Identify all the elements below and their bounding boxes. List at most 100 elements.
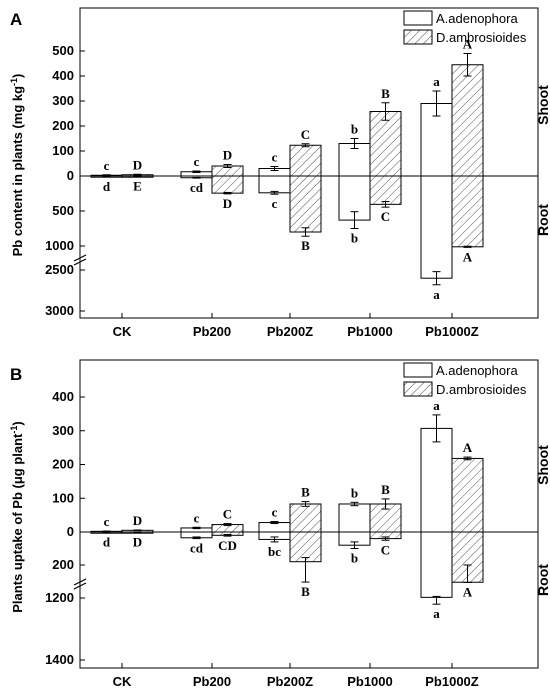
significance-label-shoot: b	[351, 485, 358, 500]
bar-shoot	[369, 111, 402, 177]
y-tick-label: 500	[52, 43, 74, 58]
significance-label-root: d	[103, 179, 111, 194]
significance-label-root: b	[351, 551, 358, 566]
significance-label-shoot: A	[463, 37, 473, 52]
legend-label: D.ambrosioides	[436, 30, 527, 45]
significance-label-shoot: c	[104, 158, 110, 173]
legend-label: A.adenophora	[436, 11, 518, 26]
y-tick-label: 1000	[45, 238, 74, 253]
bar-root	[369, 175, 402, 205]
significance-label-root: C	[381, 209, 390, 224]
legend-label: A.adenophora	[436, 363, 518, 378]
y-tick-label: 100	[52, 143, 74, 158]
y-tick-label: 100	[52, 490, 74, 505]
significance-label-shoot: A	[463, 440, 473, 455]
significance-label-shoot: b	[351, 122, 358, 137]
significance-label-shoot: C	[301, 127, 310, 142]
legend-swatch	[403, 381, 433, 397]
legend-label: D.ambrosioides	[436, 382, 527, 397]
x-tick-label: Pb200	[193, 674, 231, 689]
significance-label-root: a	[433, 606, 440, 621]
bar-root	[258, 175, 291, 194]
y-tick-label: 300	[52, 93, 74, 108]
significance-label-root: d	[103, 535, 111, 550]
x-tick-label: Pb1000Z	[425, 674, 479, 689]
significance-label-shoot: c	[194, 510, 200, 525]
significance-label-shoot: D	[133, 157, 142, 172]
x-tick-label: Pb1000	[347, 324, 393, 339]
x-tick-label: Pb200	[193, 324, 231, 339]
bar-shoot	[451, 64, 484, 177]
significance-label-root: B	[301, 238, 310, 253]
legend-swatch	[403, 362, 433, 378]
y-tick-label: 0	[67, 168, 74, 183]
bar-root	[451, 175, 484, 248]
significance-label-shoot: c	[272, 150, 278, 165]
y-tick-label: 500	[52, 203, 74, 218]
axis-break-mark	[73, 254, 87, 262]
significance-label-shoot: B	[381, 482, 390, 497]
y-tick-label: 200	[52, 457, 74, 472]
y-tick-label: 400	[52, 68, 74, 83]
bar-shoot	[338, 503, 371, 533]
significance-label-root: a	[433, 287, 440, 302]
significance-label-shoot: c	[104, 514, 110, 529]
bar-shoot	[451, 457, 484, 533]
significance-label-shoot: c	[272, 505, 278, 520]
x-tick-label: Pb1000	[347, 674, 393, 689]
shoot-label: Shoot	[535, 85, 550, 125]
y-tick-label: 3000	[45, 303, 74, 318]
panel-label: B	[10, 365, 22, 384]
significance-label-shoot: D	[223, 148, 232, 163]
y-tick-label: 1200	[45, 590, 74, 605]
significance-label-root: C	[381, 542, 390, 557]
y-tick-label: 0	[67, 524, 74, 539]
bar-shoot	[420, 427, 453, 533]
significance-label-root: c	[272, 196, 278, 211]
y-tick-label: 300	[52, 423, 74, 438]
bar-root	[420, 531, 453, 598]
bar-root	[289, 531, 322, 563]
root-label: Root	[535, 564, 550, 596]
significance-label-root: b	[351, 231, 358, 246]
shoot-label: Shoot	[535, 445, 550, 485]
significance-label-shoot: D	[133, 513, 142, 528]
legend-swatch	[403, 29, 433, 45]
bar-shoot	[289, 503, 322, 533]
plot-frame	[79, 359, 539, 669]
significance-label-shoot: a	[433, 74, 440, 89]
significance-label-root: bc	[268, 544, 281, 559]
y-tick-label: 1400	[45, 652, 74, 667]
bar-root	[420, 175, 453, 279]
x-tick-label: Pb200Z	[267, 674, 313, 689]
significance-label-root: cd	[190, 180, 204, 195]
y-tick-label: 2500	[45, 262, 74, 277]
significance-label-shoot: c	[194, 154, 200, 169]
panel-label: A	[10, 10, 22, 29]
bar-root	[211, 175, 244, 194]
significance-label-shoot: B	[301, 485, 310, 500]
y-tick-label: 400	[52, 389, 74, 404]
significance-label-shoot: C	[223, 507, 232, 522]
legend-swatch	[403, 10, 433, 26]
axis-break-mark	[73, 578, 87, 586]
significance-label-root: E	[133, 179, 142, 194]
significance-label-root: cd	[190, 541, 204, 556]
plot-frame	[79, 7, 539, 319]
significance-label-root: D	[223, 196, 232, 211]
significance-label-root: CD	[218, 538, 237, 553]
significance-label-root: A	[463, 584, 473, 599]
significance-label-shoot: a	[433, 398, 440, 413]
x-tick-label: Pb1000Z	[425, 324, 479, 339]
significance-label-root: D	[133, 535, 142, 550]
x-tick-label: CK	[113, 674, 132, 689]
axis-break-mark	[73, 582, 87, 590]
significance-label-root: B	[301, 584, 310, 599]
y-axis-label: Pb content in plants (mg kg-1)	[9, 74, 25, 257]
significance-label-shoot: B	[381, 86, 390, 101]
y-axis-label: Plants uptake of Pb (μg plant-1)	[9, 421, 25, 613]
y-tick-label: 200	[52, 557, 74, 572]
x-tick-label: Pb200Z	[267, 324, 313, 339]
y-tick-label: 200	[52, 118, 74, 133]
